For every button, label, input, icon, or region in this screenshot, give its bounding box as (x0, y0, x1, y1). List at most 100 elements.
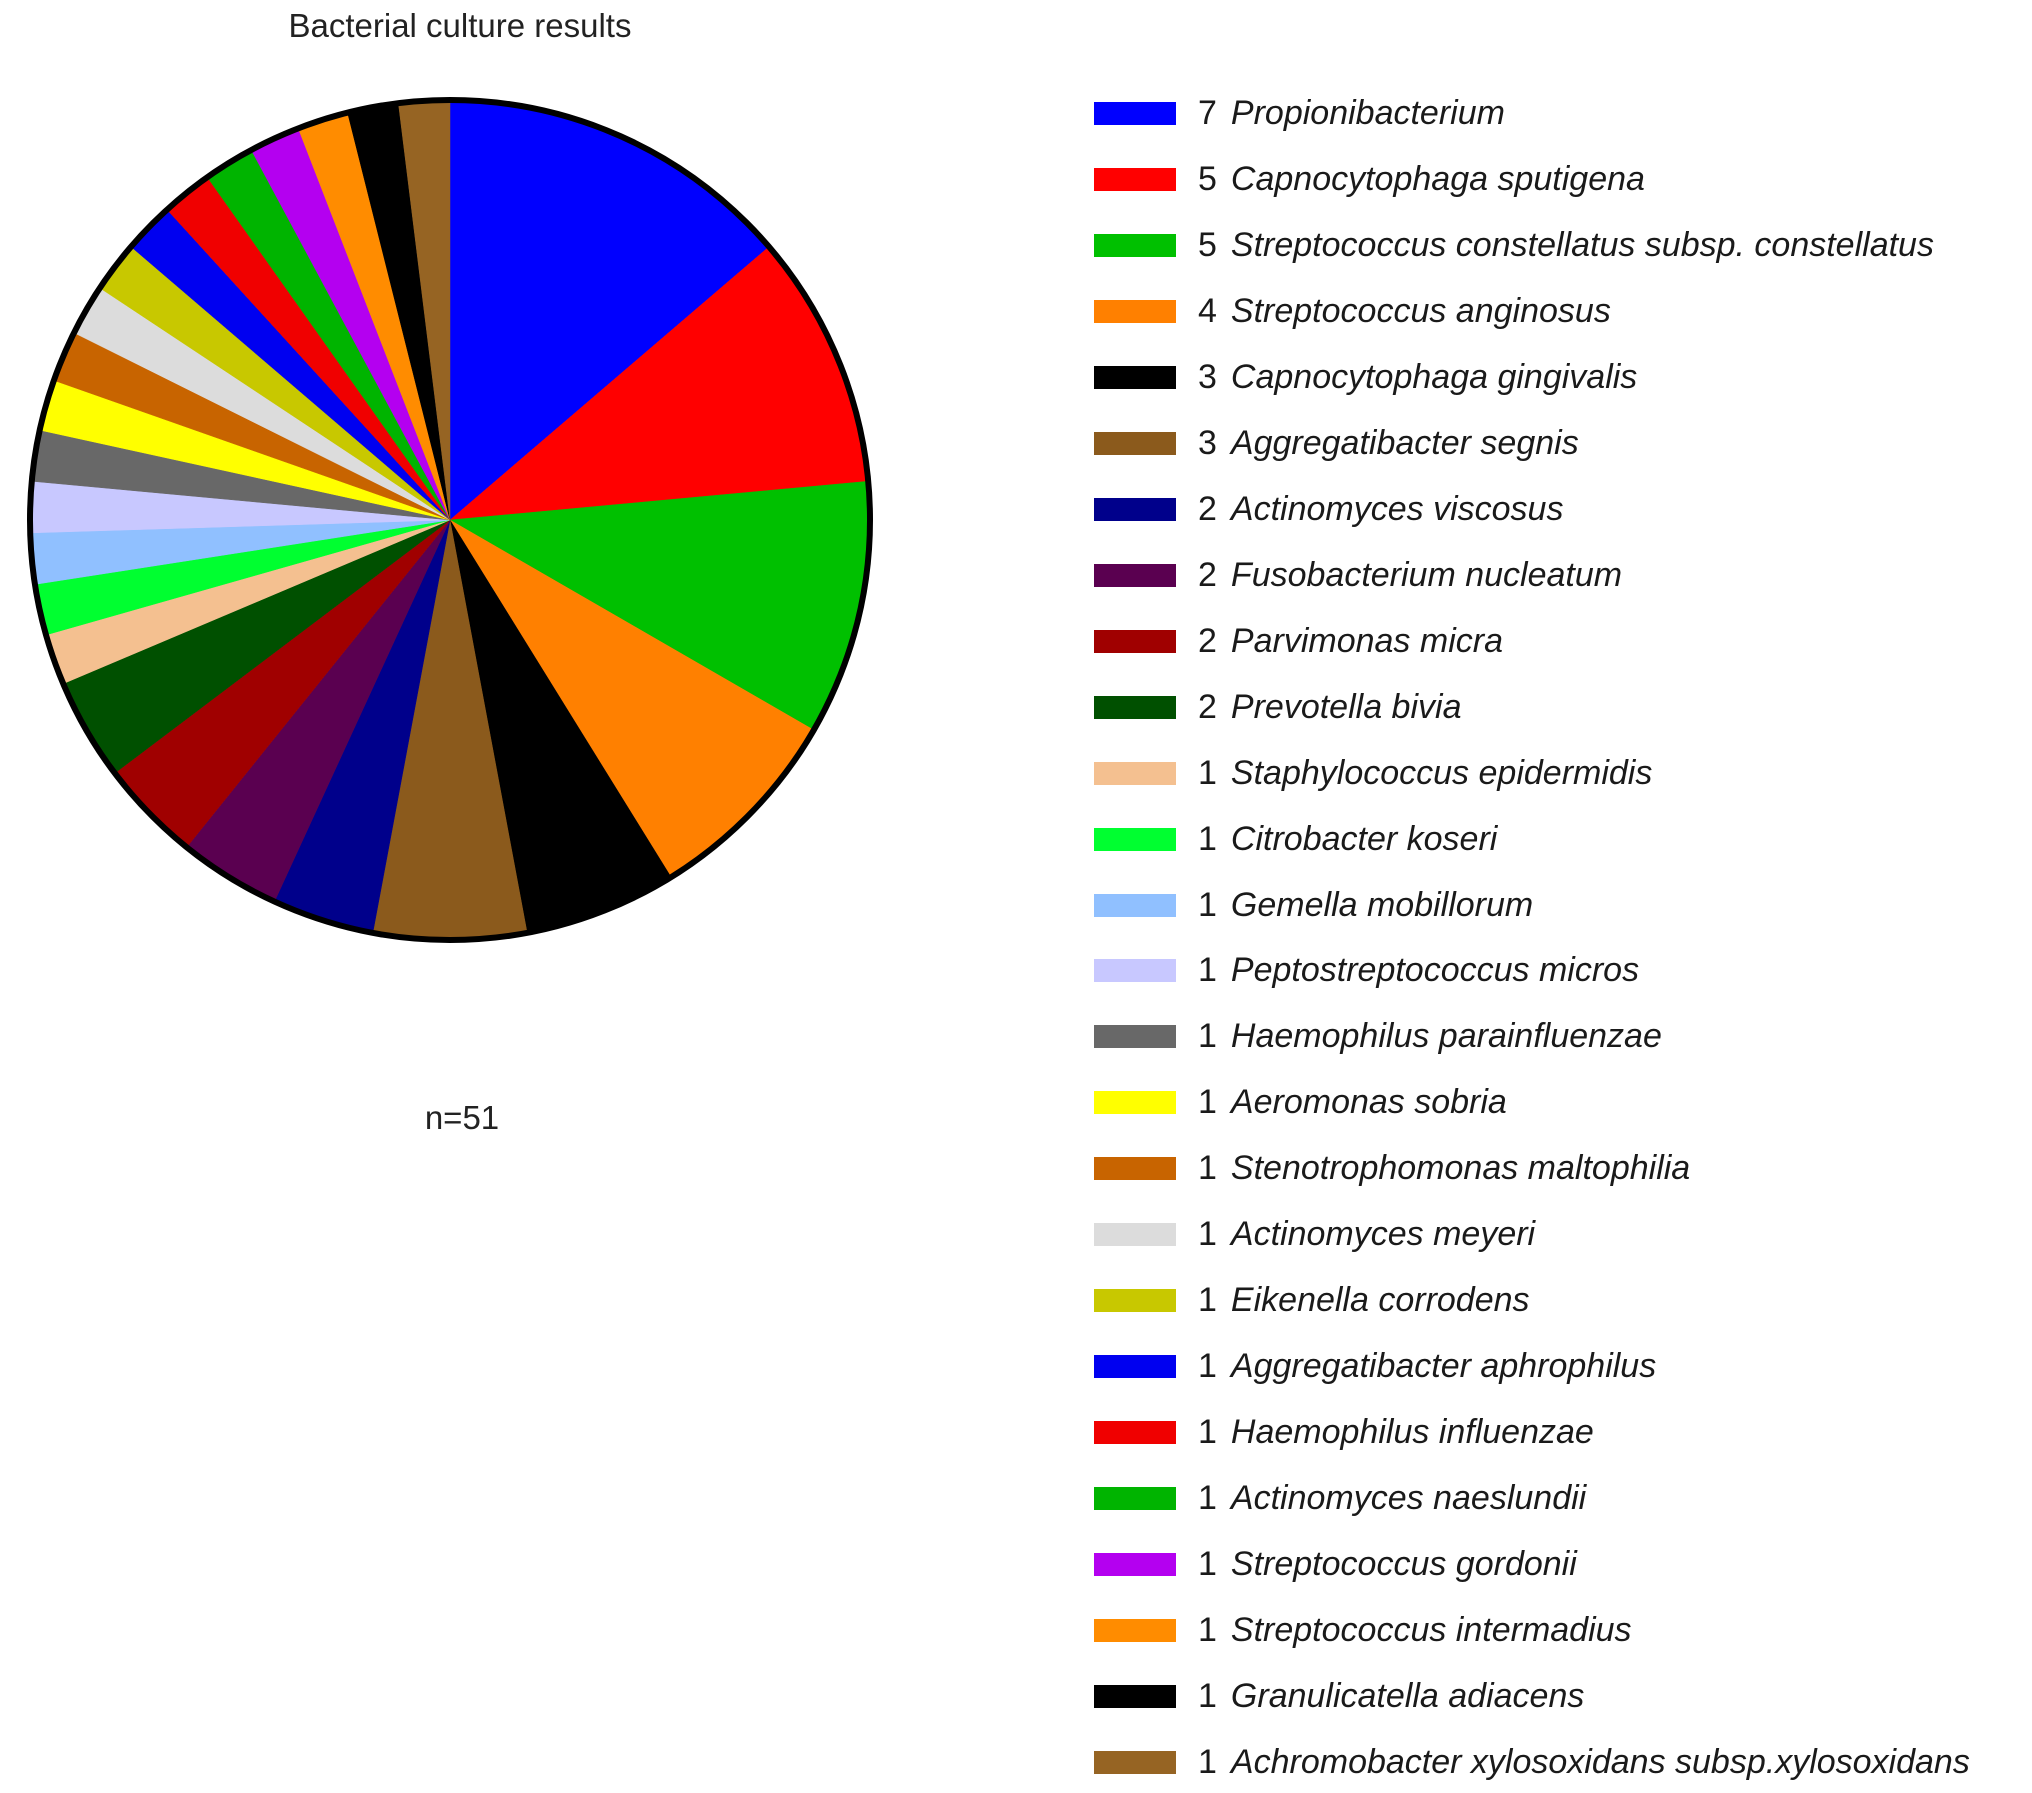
legend-count: 1 (1198, 1215, 1217, 1253)
legend-count: 1 (1198, 1413, 1217, 1451)
legend-count: 1 (1198, 1479, 1217, 1517)
legend-label: Prevotella bivia (1230, 688, 1462, 726)
legend-count: 2 (1198, 556, 1217, 594)
legend-item: 1 Haemophilus influenzae (1094, 1411, 2024, 1453)
legend-swatch (1094, 431, 1176, 455)
legend-swatch (1094, 563, 1176, 587)
legend-item: 3 Capnocytophaga gingivalis (1094, 356, 2024, 398)
legend-count: 1 (1198, 1347, 1217, 1385)
sample-size-label: n=51 (424, 1099, 500, 1136)
legend-swatch (1094, 1420, 1176, 1444)
legend-item: 1 Eikenella corrodens (1094, 1279, 2024, 1321)
legend-count: 2 (1198, 688, 1217, 726)
legend-item: 2 Parvimonas micra (1094, 620, 2024, 662)
legend-item: 1 Achromobacter xylosoxidans subsp.xyloso… (1094, 1741, 2024, 1783)
legend-label: Capnocytophaga gingivalis (1230, 358, 1638, 396)
legend-item: 1 Actinomyces meyeri (1094, 1213, 2024, 1255)
legend-item: 7 Propionibacterium (1094, 92, 2024, 134)
legend-swatch (1094, 1552, 1176, 1576)
legend-item: 1 Staphylococcus epidermidis (1094, 752, 2024, 794)
legend-swatch (1094, 1750, 1176, 1774)
legend-swatch (1094, 167, 1176, 191)
legend-swatch (1094, 497, 1176, 521)
legend-item: 1 Citrobacter koseri (1094, 818, 2024, 860)
legend-swatch (1094, 299, 1176, 323)
legend-item: 1 Granulicatella adiacens (1094, 1675, 2024, 1717)
legend-label: Haemophilus parainfluenzae (1230, 1017, 1662, 1055)
legend-count: 1 (1198, 1149, 1217, 1187)
legend-label: Granulicatella adiacens (1230, 1677, 1585, 1715)
legend-label: Streptococcus anginosus (1230, 292, 1611, 330)
legend-item: 2 Prevotella bivia (1094, 686, 2024, 728)
legend-item: 1 Actinomyces naeslundii (1094, 1477, 2024, 1519)
legend-label: Gemella mobillorum (1230, 886, 1534, 924)
chart-title: Bacterial culture results (288, 7, 632, 44)
legend-swatch (1094, 101, 1176, 125)
legend-swatch (1094, 1090, 1176, 1114)
legend-item: 3 Aggregatibacter segnis (1094, 422, 2024, 464)
legend-item: 2 Actinomyces viscosus (1094, 488, 2024, 530)
legend-item: 4 Streptococcus anginosus (1094, 290, 2024, 332)
legend-swatch (1094, 365, 1176, 389)
legend-label: Aeromonas sobria (1230, 1083, 1507, 1121)
legend-swatch (1094, 629, 1176, 653)
legend-label: Streptococcus gordonii (1230, 1545, 1577, 1583)
legend-swatch (1094, 1222, 1176, 1246)
legend-label: Haemophilus influenzae (1230, 1413, 1594, 1451)
legend-count: 1 (1198, 1281, 1217, 1319)
legend-count: 1 (1198, 820, 1217, 858)
legend-swatch (1094, 1156, 1176, 1180)
legend-swatch (1094, 827, 1176, 851)
legend-label: Actinomyces viscosus (1230, 490, 1564, 528)
legend-count: 1 (1198, 886, 1217, 924)
legend-label: Fusobacterium nucleatum (1230, 556, 1623, 594)
legend-label: Propionibacterium (1230, 94, 1505, 132)
legend-count: 1 (1198, 1545, 1217, 1583)
legend-count: 7 (1198, 94, 1217, 132)
legend-label: Stenotrophomonas maltophilia (1230, 1149, 1691, 1187)
legend-swatch (1094, 761, 1176, 785)
legend-label: Aggregatibacter segnis (1230, 424, 1579, 462)
legend-swatch (1094, 1288, 1176, 1312)
legend-label: Achromobacter xylosoxidans subsp.xylosox… (1230, 1743, 1970, 1781)
legend-label: Eikenella corrodens (1230, 1281, 1530, 1319)
legend-item: 1 Streptococcus gordonii (1094, 1543, 2024, 1585)
legend-count: 1 (1198, 754, 1217, 792)
legend-item: 1 Haemophilus parainfluenzae (1094, 1015, 2024, 1057)
legend-count: 1 (1198, 1677, 1217, 1715)
legend-item: 1 Peptostreptococcus micros (1094, 949, 2024, 991)
legend-item: 1 Gemella mobillorum (1094, 884, 2024, 926)
legend-count: 1 (1198, 1743, 1217, 1781)
legend-swatch (1094, 695, 1176, 719)
legend-label: Streptococcus constellatus subsp. conste… (1230, 226, 1934, 264)
legend-swatch (1094, 1486, 1176, 1510)
legend-swatch (1094, 958, 1176, 982)
pie-outline (27, 97, 873, 943)
legend-count: 1 (1198, 951, 1217, 989)
legend-item: 2 Fusobacterium nucleatum (1094, 554, 2024, 596)
legend-count: 1 (1198, 1017, 1217, 1055)
legend-count: 2 (1198, 622, 1217, 660)
legend-swatch (1094, 233, 1176, 257)
legend-item: 1 Aeromonas sobria (1094, 1081, 2024, 1123)
legend-swatch (1094, 1354, 1176, 1378)
pie-chart (27, 97, 873, 943)
legend-item: 1 Streptococcus intermadius (1094, 1609, 2024, 1651)
legend-item: 5 Capnocytophaga sputigena (1094, 158, 2024, 200)
legend-swatch (1094, 1684, 1176, 1708)
legend: 7 Propionibacterium 5 Capnocytophaga sputig… (1094, 0, 2024, 1793)
legend-swatch (1094, 1618, 1176, 1642)
legend-count: 2 (1198, 490, 1217, 528)
legend-swatch (1094, 893, 1176, 917)
legend-count: 5 (1198, 160, 1217, 198)
legend-count: 1 (1198, 1611, 1217, 1649)
legend-item: 1 Stenotrophomonas maltophilia (1094, 1147, 2024, 1189)
legend-label: Aggregatibacter aphrophilus (1230, 1347, 1657, 1385)
legend-label: Staphylococcus epidermidis (1230, 754, 1653, 792)
legend-count: 5 (1198, 226, 1217, 264)
legend-count: 3 (1198, 358, 1217, 396)
legend-label: Parvimonas micra (1230, 622, 1503, 660)
legend-label: Peptostreptococcus micros (1230, 951, 1640, 989)
legend-label: Actinomyces meyeri (1230, 1215, 1536, 1253)
legend-label: Streptococcus intermadius (1230, 1611, 1632, 1649)
